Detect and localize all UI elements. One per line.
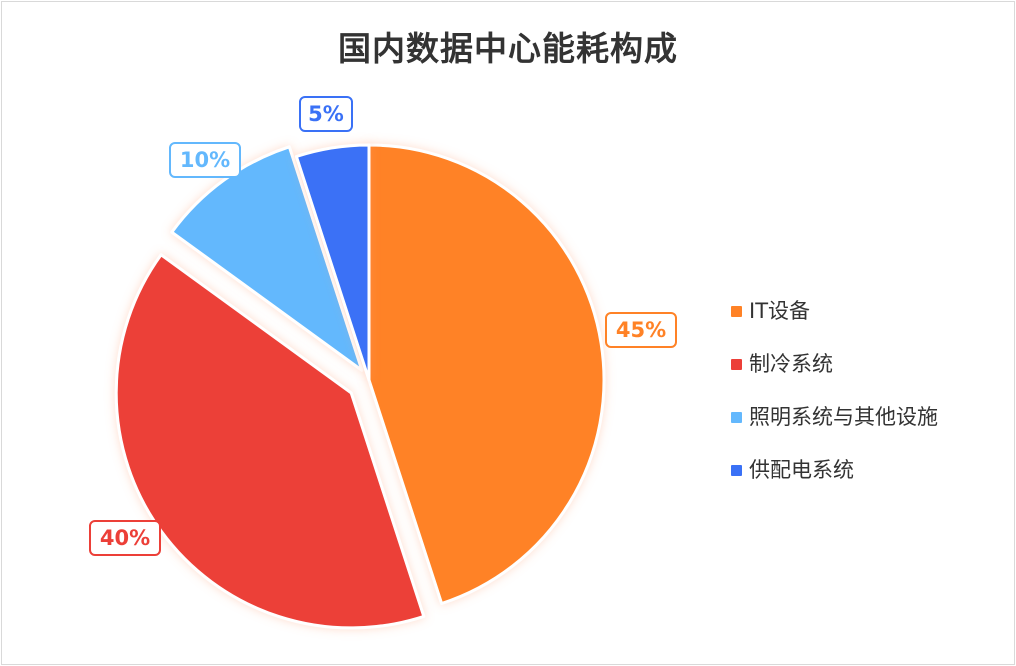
legend-item-2: 制冷系统 [731, 350, 938, 403]
chart-title: 国内数据中心能耗构成 [338, 29, 678, 68]
legend-label: 制冷系统 [749, 352, 833, 376]
legend-item-4: 供配电系统 [731, 456, 938, 509]
data-label-box [299, 96, 353, 132]
pie-slice-1 [367, 143, 606, 605]
legend-swatch [731, 306, 742, 317]
data-label-3: 10% [169, 142, 241, 178]
legend-label: IT设备 [749, 299, 811, 323]
data-label-text: 5% [308, 102, 344, 126]
pie-slice-3 [170, 145, 364, 372]
data-label-2: 40% [89, 520, 161, 556]
data-label-text: 45% [616, 318, 666, 342]
legend-swatch [731, 465, 742, 476]
legend-swatch [731, 359, 742, 370]
pie-slice-2 [114, 253, 426, 630]
data-label-4: 5% [299, 96, 353, 132]
legend-label: 供配电系统 [749, 458, 854, 482]
legend-item-1: IT设备 [731, 297, 938, 350]
legend-label: 照明系统与其他设施 [749, 405, 938, 429]
data-label-box [89, 520, 161, 556]
legend-swatch [731, 412, 742, 423]
pie-slice-4 [294, 143, 371, 382]
data-label-box [605, 312, 677, 348]
legend-item-3: 照明系统与其他设施 [731, 403, 938, 456]
data-label-text: 10% [180, 148, 230, 172]
legend: IT设备制冷系统照明系统与其他设施 供配电系统 [731, 297, 938, 509]
data-label-1: 45% [605, 312, 677, 348]
data-label-text: 40% [100, 526, 150, 550]
data-label-box [169, 142, 241, 178]
